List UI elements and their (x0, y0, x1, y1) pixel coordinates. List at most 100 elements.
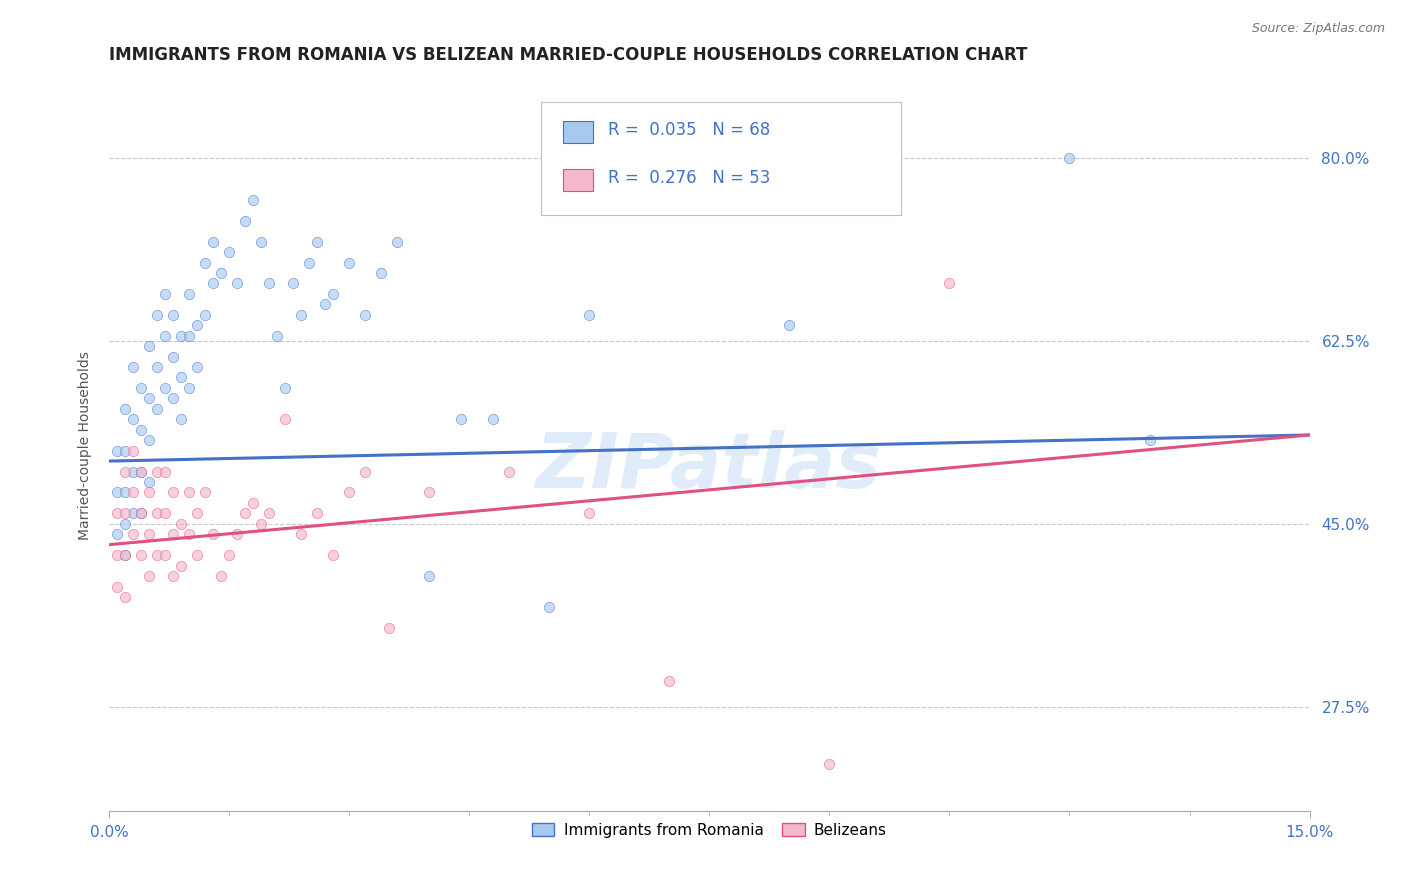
Point (146, 507, 169, 521)
Point (114, 443, 136, 458)
Point (153, 548, 176, 562)
Point (153, 381, 176, 395)
Text: R =  0.276   N = 53: R = 0.276 N = 53 (607, 169, 770, 186)
Point (274, 412, 297, 426)
Point (162, 308, 184, 322)
Point (418, 569, 440, 583)
Point (482, 412, 505, 426)
Point (186, 318, 208, 333)
Point (257, 507, 280, 521)
Point (778, 318, 800, 333)
Point (114, 548, 136, 562)
Point (1139, 433, 1161, 447)
Point (290, 308, 312, 322)
Point (233, 507, 256, 521)
Point (129, 465, 152, 479)
Point (257, 277, 280, 291)
Point (153, 286, 176, 301)
Point (129, 548, 152, 562)
Point (129, 381, 152, 395)
Point (153, 465, 176, 479)
Point (177, 286, 200, 301)
Point (105, 548, 128, 562)
Point (170, 412, 193, 426)
Point (138, 527, 160, 541)
Point (186, 359, 208, 374)
Point (114, 401, 136, 416)
Point (138, 485, 160, 500)
Point (129, 423, 152, 437)
Point (153, 507, 176, 521)
Point (146, 548, 169, 562)
Point (146, 401, 169, 416)
Text: Source: ZipAtlas.com: Source: ZipAtlas.com (1251, 22, 1385, 36)
Point (538, 600, 561, 615)
Point (170, 516, 193, 531)
Point (162, 485, 184, 500)
Point (129, 507, 152, 521)
Point (105, 527, 128, 541)
Text: R =  0.035   N = 68: R = 0.035 N = 68 (607, 121, 770, 139)
Text: IMMIGRANTS FROM ROMANIA VS BELIZEAN MARRIED-COUPLE HOUSEHOLDS CORRELATION CHART: IMMIGRANTS FROM ROMANIA VS BELIZEAN MARR… (108, 46, 1028, 64)
Point (226, 277, 249, 291)
Point (578, 308, 600, 322)
Point (177, 485, 200, 500)
Point (177, 381, 200, 395)
Point (122, 412, 145, 426)
Point (266, 328, 288, 343)
Point (194, 255, 217, 269)
Point (114, 507, 136, 521)
Point (233, 213, 256, 227)
Point (122, 443, 145, 458)
Point (122, 527, 145, 541)
Point (122, 465, 145, 479)
Point (938, 277, 960, 291)
Point (314, 297, 336, 311)
Point (138, 433, 160, 447)
Point (194, 308, 217, 322)
Point (1059, 151, 1081, 165)
Point (122, 485, 145, 500)
Point (418, 485, 440, 500)
Point (170, 370, 193, 384)
Point (281, 277, 304, 291)
Point (138, 339, 160, 353)
Point (138, 569, 160, 583)
Point (209, 266, 232, 280)
Point (114, 485, 136, 500)
Point (105, 485, 128, 500)
Point (498, 465, 520, 479)
Point (450, 412, 472, 426)
Point (138, 475, 160, 489)
Point (322, 548, 344, 562)
Point (114, 516, 136, 531)
Point (146, 465, 169, 479)
Point (354, 308, 377, 322)
Point (162, 392, 184, 406)
Legend: Immigrants from Romania, Belizeans: Immigrants from Romania, Belizeans (526, 816, 893, 844)
Point (146, 359, 169, 374)
Point (153, 328, 176, 343)
Point (105, 507, 128, 521)
Point (201, 527, 224, 541)
Point (378, 621, 401, 635)
Point (194, 485, 217, 500)
Point (218, 548, 240, 562)
Point (226, 527, 249, 541)
Point (201, 277, 224, 291)
Point (337, 485, 360, 500)
Point (337, 255, 360, 269)
Point (201, 235, 224, 249)
Point (114, 465, 136, 479)
Point (177, 328, 200, 343)
Point (122, 359, 145, 374)
Point (218, 245, 240, 260)
Point (170, 328, 193, 343)
Text: ZIPatlas: ZIPatlas (536, 430, 883, 504)
Bar (562, 121, 593, 144)
Point (305, 235, 328, 249)
Point (578, 507, 600, 521)
Point (658, 673, 681, 688)
Point (290, 527, 312, 541)
Point (242, 496, 264, 510)
